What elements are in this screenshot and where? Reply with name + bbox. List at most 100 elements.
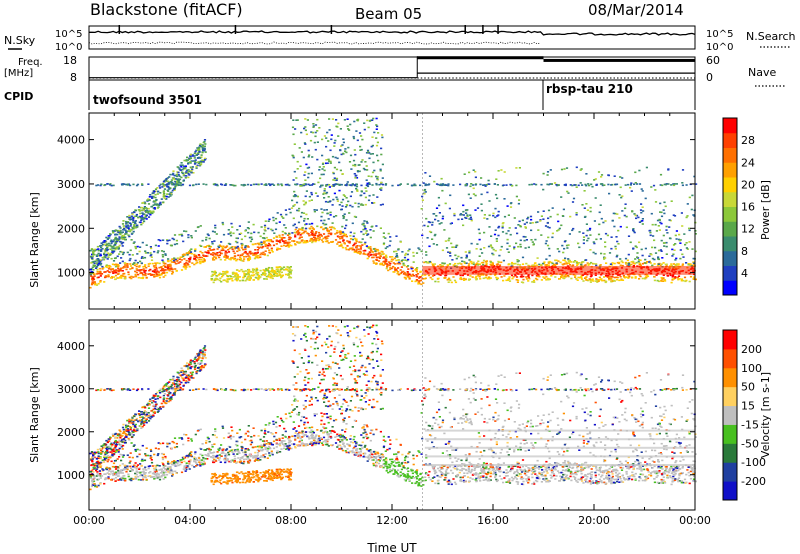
power-cell	[254, 276, 257, 279]
power-cell	[651, 264, 654, 267]
power-cell	[162, 190, 165, 192]
power-cell	[89, 249, 92, 252]
power-cell	[234, 275, 237, 277]
power-cell	[651, 223, 654, 226]
power-cell	[483, 217, 486, 219]
power-cell	[201, 144, 204, 146]
power-cell	[362, 253, 365, 255]
power-cell	[635, 261, 638, 264]
power-cell	[639, 209, 643, 211]
power-cell	[677, 238, 681, 241]
power-cell	[122, 267, 125, 269]
power-cell	[295, 201, 299, 204]
power-cell	[438, 204, 441, 207]
power-cell	[495, 278, 499, 281]
power-late-band	[422, 265, 695, 275]
power-cell	[366, 257, 369, 260]
power-cell	[200, 161, 203, 164]
power-cell	[322, 193, 325, 195]
power-cell	[592, 263, 595, 265]
power-cell	[497, 210, 500, 213]
power-cell	[293, 231, 296, 234]
velocity-cell	[563, 465, 566, 468]
power-cell	[156, 270, 159, 273]
power-cell	[354, 242, 357, 245]
power-cell	[475, 248, 478, 250]
power-cell	[374, 254, 377, 257]
power-cell	[181, 172, 184, 174]
power-cell	[176, 182, 179, 184]
power-cell	[617, 229, 620, 232]
power-cell	[178, 233, 181, 236]
power-cell	[631, 276, 634, 279]
power-cell	[292, 179, 295, 181]
power-cell	[103, 184, 106, 187]
power-cell	[497, 214, 500, 216]
power-cell	[536, 275, 539, 278]
power-cell	[92, 250, 95, 253]
colorbar-tick-label: 12	[741, 223, 755, 236]
power-cell	[116, 277, 119, 279]
velocity-cell	[530, 473, 533, 476]
power-cell	[326, 183, 329, 186]
power-cell	[496, 263, 499, 265]
power-cell	[258, 277, 261, 279]
power-cell	[369, 229, 372, 231]
power-cell	[395, 250, 398, 253]
power-cell	[659, 211, 662, 213]
power-cell	[462, 210, 465, 213]
power-cell	[271, 251, 274, 253]
power-cell	[310, 172, 313, 175]
power-cell	[342, 194, 345, 196]
power-cell	[272, 219, 275, 222]
power-cell	[320, 208, 323, 210]
power-cell	[97, 259, 100, 262]
power-cell	[328, 118, 331, 120]
power-cell	[205, 239, 208, 241]
power-cell	[384, 258, 387, 260]
power-cell	[510, 263, 513, 265]
power-cell	[391, 256, 394, 258]
power-cell	[180, 233, 183, 236]
power-cell	[329, 226, 332, 229]
power-cell	[244, 279, 247, 282]
power-cell	[517, 202, 520, 205]
power-cell	[385, 259, 388, 261]
power-cell	[581, 278, 584, 280]
power-cell	[371, 144, 374, 147]
power-cell	[631, 210, 634, 212]
power-cell	[104, 276, 107, 279]
power-cell	[271, 277, 274, 280]
power-cell	[201, 148, 204, 151]
power-cell	[403, 256, 407, 259]
power-cell	[509, 206, 513, 208]
power-cell	[226, 271, 229, 274]
power-cell	[371, 256, 374, 259]
power-cell	[387, 269, 390, 272]
power-cell	[121, 223, 125, 225]
power-cell	[150, 259, 154, 261]
power-cell	[501, 226, 504, 229]
power-cell	[134, 273, 137, 276]
power-cell	[155, 203, 158, 205]
power-cell	[201, 159, 204, 162]
power-cell	[227, 229, 230, 231]
power-cell	[339, 244, 342, 247]
power-cell	[626, 259, 629, 262]
power-cell	[594, 280, 597, 282]
power-cell	[149, 273, 152, 275]
power-cell	[433, 234, 436, 237]
power-cell	[563, 240, 566, 243]
power-cell	[660, 211, 663, 214]
power-cell	[221, 246, 224, 249]
power-cell	[500, 261, 503, 264]
power-cell	[322, 166, 325, 168]
power-cell	[115, 240, 119, 243]
power-cell	[614, 212, 617, 215]
power-cell	[581, 274, 585, 276]
velocity-cell	[614, 472, 618, 474]
power-cell	[327, 235, 330, 237]
power-cell	[511, 277, 514, 280]
power-cell	[311, 237, 314, 240]
power-cell	[135, 224, 138, 227]
